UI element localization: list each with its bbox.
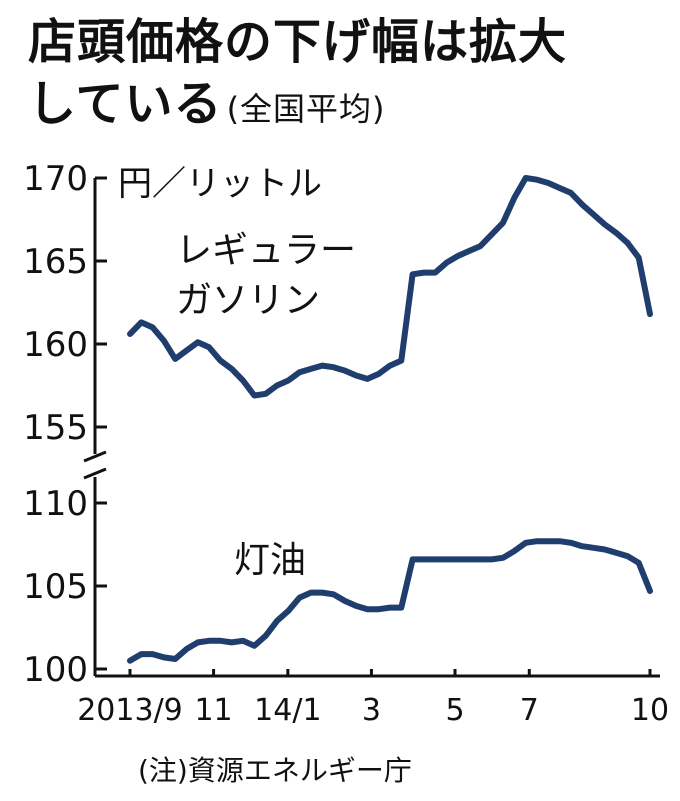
unit-label: 円／リットル [118,164,322,204]
x-tick-label: 3 [362,693,381,728]
y-ticks: 170 165 160 155 110 105 100 [23,159,107,690]
y-tick-label: 170 [23,159,88,199]
x-tick-label: 2013/9 [77,693,183,728]
chart-subtitle: (全国平均) [226,90,386,128]
chart-title: 店頭価格の下げ幅は拡大 [28,14,568,70]
series-label-gasoline-line2: ガソリン [176,280,320,321]
series-label-kerosene: 灯油 [234,540,306,581]
axes [83,178,660,678]
x-tick-label: 7 [520,693,539,728]
x-ticks: 2013/9 11 14/1 3 5 7 10 [77,669,669,728]
source-note: (注)資源エネルギー庁 [138,754,412,787]
x-tick-label: 10 [631,693,669,728]
y-tick-label: 100 [23,650,88,690]
x-tick-label: 11 [194,693,232,728]
series-lines [127,175,653,664]
chart-title-line2: している (全国平均) [28,80,386,128]
y-tick-label: 110 [23,484,88,524]
x-tick-label: 5 [445,693,464,728]
chart-title-line2-text: している [28,76,223,132]
series-label-gasoline-line1: レギュラー [176,230,356,271]
x-tick-label: 14/1 [254,693,321,728]
series-line-gasoline [127,175,653,399]
y-tick-label: 160 [23,325,88,365]
y-tick-label: 165 [23,242,88,282]
axis-break-mark [83,450,107,480]
y-tick-label: 155 [23,408,88,448]
y-tick-label: 105 [23,567,88,607]
series-line-kerosene [127,538,653,664]
